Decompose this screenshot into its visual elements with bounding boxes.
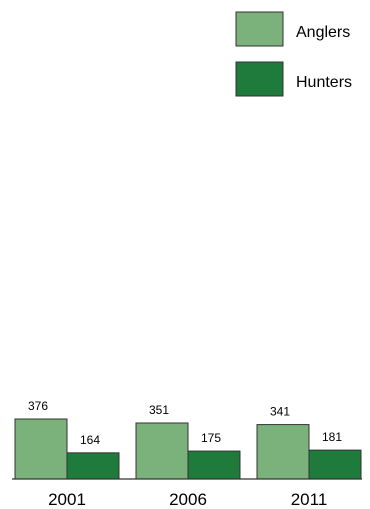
bar-hunters-2011 bbox=[308, 449, 362, 480]
value-label-hunters-2011: 181 bbox=[322, 430, 342, 444]
legend-swatch-anglers bbox=[235, 11, 284, 47]
legend-swatch-hunters bbox=[235, 61, 284, 97]
legend-label-anglers: Anglers bbox=[296, 24, 350, 41]
chart-legend: Anglers Hunters bbox=[235, 11, 352, 97]
x-tick-label-2011: 2011 bbox=[291, 490, 328, 509]
x-tick-label-2001: 2001 bbox=[48, 490, 86, 509]
value-label-hunters-2006: 175 bbox=[201, 431, 221, 445]
value-label-anglers-2001: 376 bbox=[28, 399, 48, 413]
bars-group bbox=[14, 418, 362, 480]
value-label-anglers-2006: 351 bbox=[149, 403, 169, 417]
bar-anglers-2006 bbox=[135, 422, 189, 480]
x-tick-label-2006: 2006 bbox=[169, 490, 207, 509]
legend-label-hunters: Hunters bbox=[296, 74, 352, 91]
x-tick-labels-group: 2001 2006 2011 bbox=[48, 490, 327, 509]
value-label-hunters-2001: 164 bbox=[80, 433, 100, 447]
bar-hunters-2006 bbox=[187, 450, 241, 480]
value-label-anglers-2011: 341 bbox=[270, 405, 290, 419]
bar-anglers-2001 bbox=[14, 418, 68, 480]
bar-hunters-2001 bbox=[66, 452, 120, 480]
bar-anglers-2011 bbox=[256, 424, 310, 480]
value-labels-group: 376 164 351 175 341 181 bbox=[28, 399, 342, 447]
